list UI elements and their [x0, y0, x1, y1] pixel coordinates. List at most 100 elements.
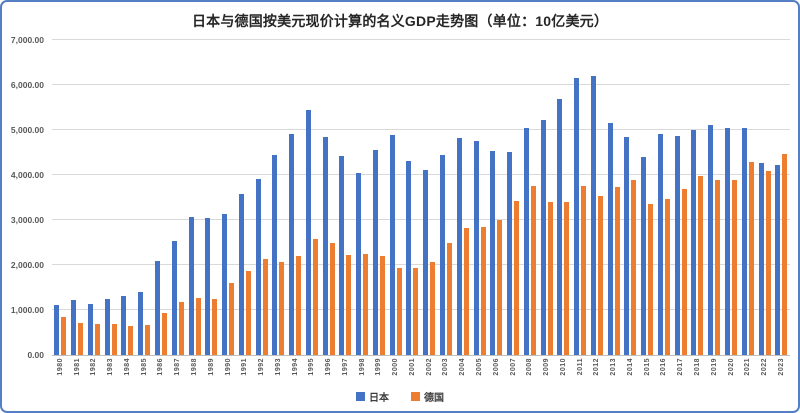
x-tick-label: 1987: [174, 358, 182, 376]
bar-series-container: [52, 40, 790, 355]
x-tick-label: 2000: [392, 358, 400, 376]
bar-japan-1983: [104, 299, 110, 355]
bar-germany-1990: [229, 283, 235, 355]
bar-germany-2011: [581, 186, 587, 355]
bar-japan-2015: [641, 157, 647, 355]
chart-title: 日本与德国按美元现价计算的名义GDP走势图（单位：10亿美元）: [191, 13, 609, 29]
year-group-1989: [203, 40, 220, 355]
year-group-2002: [421, 40, 438, 355]
year-group-1995: [303, 40, 320, 355]
x-tick-label: 2015: [643, 358, 651, 376]
y-tick-label: 6,000.00: [10, 80, 44, 90]
x-tick-1998: 1998: [354, 358, 371, 386]
y-tick-label: 4,000.00: [10, 170, 44, 180]
x-tick-2018: 2018: [689, 358, 706, 386]
bar-japan-1996: [322, 137, 328, 355]
year-group-1999: [371, 40, 388, 355]
bar-japan-2011: [574, 77, 580, 355]
x-tick-label: 1991: [241, 358, 249, 376]
year-group-1985: [136, 40, 153, 355]
x-tick-1991: 1991: [236, 358, 253, 386]
bar-japan-1993: [272, 154, 278, 355]
bar-germany-2020: [732, 180, 737, 355]
bar-japan-2010: [557, 98, 563, 355]
x-tick-2009: 2009: [538, 358, 555, 386]
x-tick-2005: 2005: [471, 358, 488, 386]
year-group-2017: [672, 40, 689, 355]
year-group-2014: [622, 40, 639, 355]
bar-germany-1989: [212, 298, 218, 355]
bar-germany-2005: [480, 226, 486, 355]
year-group-1992: [253, 40, 270, 355]
x-tick-label: 1992: [258, 358, 266, 376]
bar-japan-2018: [691, 129, 697, 355]
bar-japan-1988: [188, 216, 194, 355]
x-tick-label: 2023: [777, 358, 785, 376]
x-tick-label: 1986: [157, 358, 165, 376]
bar-germany-2017: [681, 188, 687, 355]
legend: 日本 德国: [2, 389, 798, 404]
x-tick-2007: 2007: [505, 358, 522, 386]
year-group-1986: [153, 40, 170, 355]
x-tick-label: 2004: [459, 358, 467, 376]
x-tick-2008: 2008: [521, 358, 538, 386]
x-tick-1988: 1988: [186, 358, 203, 386]
bar-germany-2007: [514, 200, 520, 355]
bar-japan-2019: [708, 124, 714, 355]
bar-germany-1984: [128, 325, 134, 355]
bar-japan-2000: [389, 135, 395, 355]
year-group-2018: [689, 40, 706, 355]
year-group-2021: [739, 40, 756, 355]
bar-japan-1981: [71, 300, 77, 355]
x-tick-1984: 1984: [119, 358, 136, 386]
x-tick-label: 2001: [408, 358, 416, 376]
year-group-1987: [169, 40, 186, 355]
x-tick-2020: 2020: [723, 358, 740, 386]
bar-germany-1988: [195, 298, 201, 355]
bar-germany-2006: [497, 220, 503, 355]
bar-japan-1994: [289, 134, 295, 355]
bar-japan-1997: [339, 156, 345, 355]
year-group-2007: [505, 40, 522, 355]
x-tick-2001: 2001: [404, 358, 421, 386]
legend-label: 德国: [424, 392, 444, 404]
bar-japan-2008: [523, 128, 529, 355]
grid-line: [52, 264, 790, 265]
x-tick-label: 2018: [693, 358, 701, 376]
x-tick-1980: 1980: [52, 358, 69, 386]
bar-japan-2002: [423, 169, 429, 355]
x-tick-label: 2017: [677, 358, 685, 376]
bar-germany-2000: [396, 267, 402, 355]
year-group-1994: [287, 40, 304, 355]
bar-japan-2005: [473, 141, 479, 355]
bar-germany-1980: [61, 316, 67, 355]
x-tick-2011: 2011: [572, 358, 589, 386]
bar-germany-2010: [564, 202, 570, 355]
year-group-1991: [236, 40, 253, 355]
year-group-2005: [471, 40, 488, 355]
grid-line: [52, 39, 790, 40]
bar-germany-1996: [329, 242, 335, 355]
x-tick-label: 2002: [425, 358, 433, 376]
year-group-2003: [438, 40, 455, 355]
bar-germany-1986: [161, 312, 167, 355]
bar-japan-2003: [439, 154, 445, 355]
x-tick-2013: 2013: [605, 358, 622, 386]
x-tick-2022: 2022: [756, 358, 773, 386]
bar-germany-2009: [547, 201, 553, 355]
bar-japan-2006: [490, 151, 496, 355]
x-tick-label: 1995: [308, 358, 316, 376]
bar-germany-1993: [279, 261, 285, 355]
x-tick-label: 1998: [358, 358, 366, 376]
bar-japan-1985: [138, 292, 144, 355]
bar-japan-2001: [406, 161, 412, 355]
y-tick-label: 7,000.00: [10, 35, 44, 45]
bar-japan-1991: [238, 193, 244, 355]
bar-germany-1991: [245, 270, 251, 355]
x-tick-label: 1993: [274, 358, 282, 376]
bar-japan-1995: [305, 109, 311, 355]
x-tick-2016: 2016: [656, 358, 673, 386]
x-tick-2012: 2012: [589, 358, 606, 386]
x-tick-label: 2010: [559, 358, 567, 376]
bar-japan-2017: [674, 136, 680, 355]
